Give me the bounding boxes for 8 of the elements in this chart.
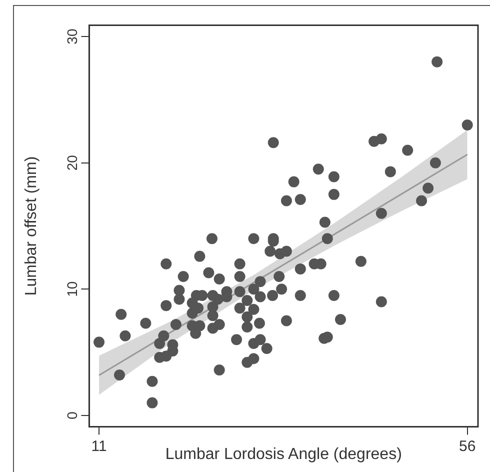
y-tick-label: 30: [64, 28, 80, 44]
y-tick-label: 20: [64, 154, 80, 171]
y-axis-title: Lumbar offset (mm): [23, 156, 40, 296]
y-tick-label: 0: [64, 411, 80, 420]
x-tick-label: 56: [459, 438, 476, 455]
x-tick-label: 11: [91, 438, 107, 455]
y-tick-label: 10: [64, 281, 80, 297]
x-axis-title: Lumbar Lordosis Angle (degrees): [165, 446, 402, 463]
